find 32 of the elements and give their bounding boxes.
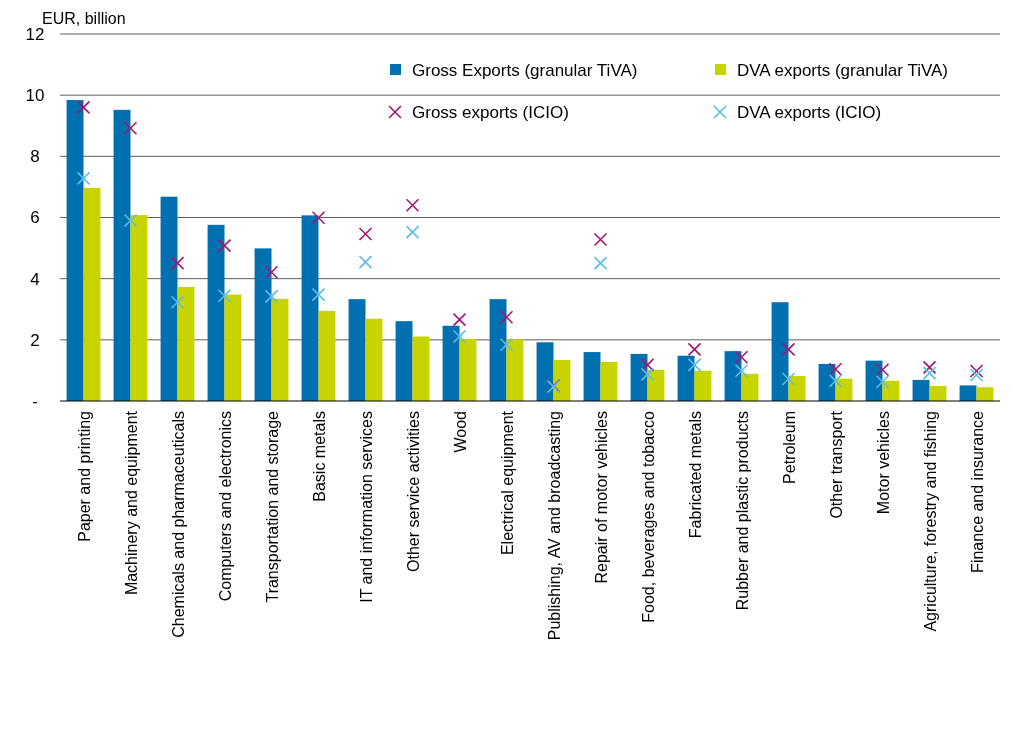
y-tick-label: 2 xyxy=(30,330,40,350)
x-tick-label: Electrical equipment xyxy=(498,410,516,556)
x-tick-label: Rubber and plastic products xyxy=(733,411,751,611)
legend-label: DVA exports (ICIO) xyxy=(737,102,882,122)
x-tick-label: Basic metals xyxy=(310,411,328,502)
x-tick-label: IT and information services xyxy=(357,411,375,603)
x-tick-label: Motor vehicles xyxy=(874,411,892,515)
x-tick-label: Other service activities xyxy=(404,411,422,572)
x-tick-label: Chemicals and pharmaceuticals xyxy=(169,411,187,638)
y-tick-label: 6 xyxy=(30,208,40,228)
x-tick-label: Other transport xyxy=(827,410,845,519)
x-tick-label: Transportation and storage xyxy=(263,410,281,603)
y-tick-label: - xyxy=(32,391,38,411)
y-tick-label: 12 xyxy=(25,24,45,44)
x-tick-label: Paper and printing xyxy=(75,411,93,542)
x-tick-label: Finance and insurance xyxy=(968,410,986,573)
x-tick-label: Publishing, AV and broadcasting xyxy=(545,411,563,641)
x-tick-label: Machinery and equipment xyxy=(122,410,140,596)
x-tick-label: Food, beverages and tobacco xyxy=(639,410,657,623)
y-tick-label: 8 xyxy=(30,147,40,167)
x-tick-label: Agriculture, forestry and fishing xyxy=(921,411,939,632)
x-tick-label: Repair of motor vehicles xyxy=(592,411,610,584)
x-tick-label: Computers and electronics xyxy=(216,411,234,602)
legend-label: Gross Exports (granular TiVA) xyxy=(412,60,638,80)
y-tick-label: 4 xyxy=(30,269,40,289)
x-tick-label: Wood xyxy=(451,411,469,453)
x-tick-label: Petroleum xyxy=(780,411,798,484)
y-tick-label: 10 xyxy=(25,86,45,106)
y-axis-title: EUR, billion xyxy=(42,10,126,27)
legend-label: Gross exports (ICIO) xyxy=(412,102,569,122)
x-tick-label: Fabricated metals xyxy=(686,411,704,539)
legend-label: DVA exports (granular TiVA) xyxy=(737,60,949,80)
